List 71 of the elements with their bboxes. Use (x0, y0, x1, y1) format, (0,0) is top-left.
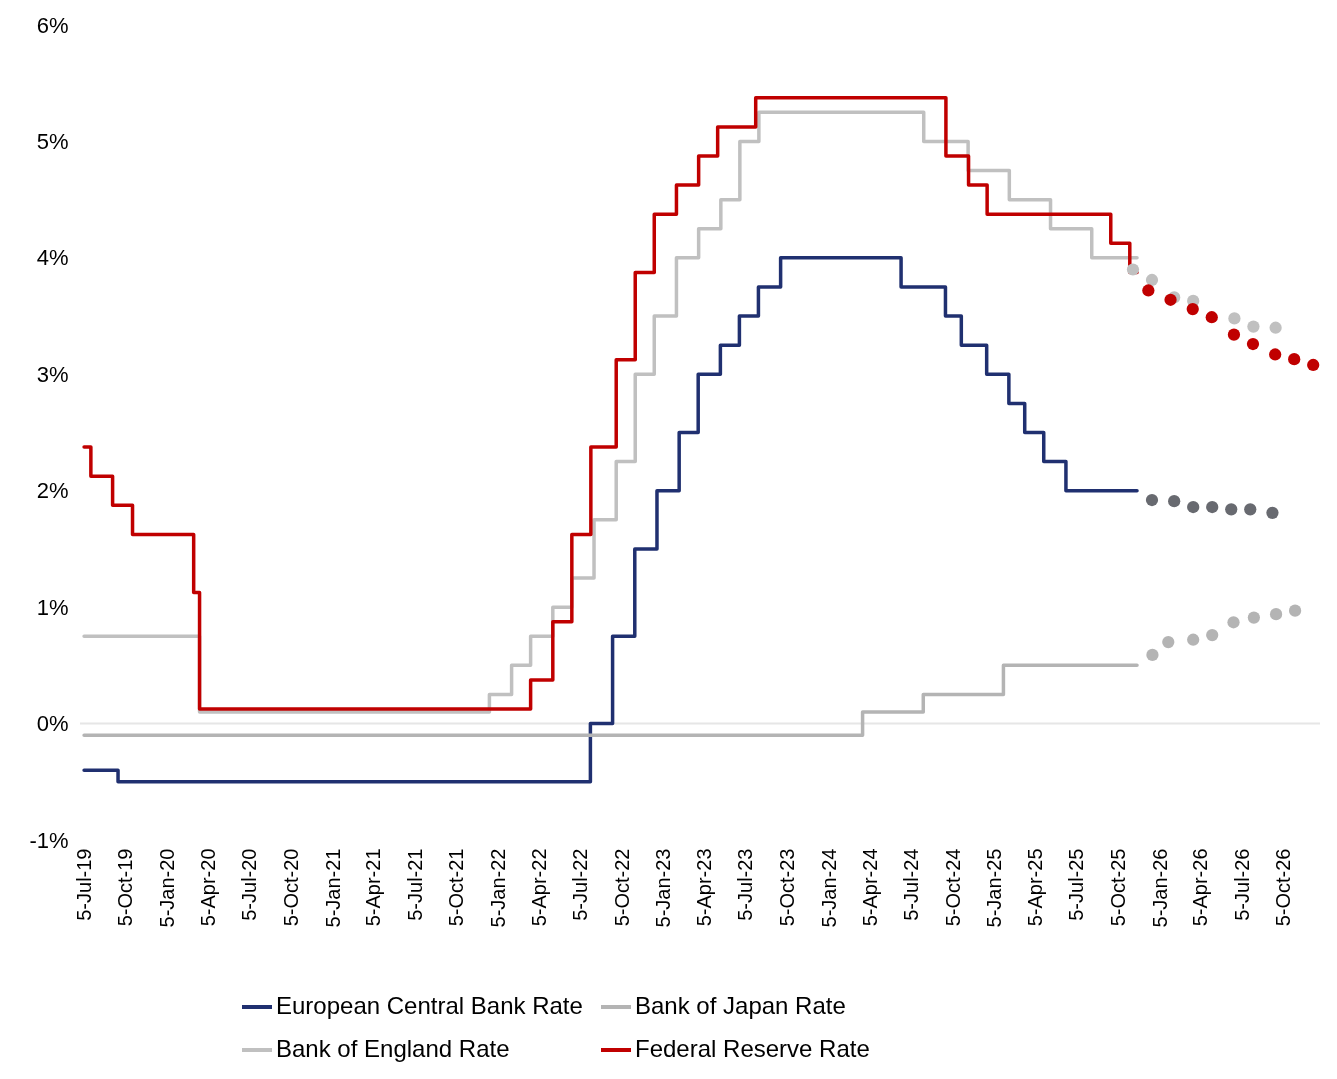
x-tick-label: 5-Jan-21 (321, 848, 344, 928)
point (1145, 493, 1159, 507)
x-tick-label: 5-Jan-20 (155, 848, 178, 928)
y-tick-label: -1% (29, 827, 69, 853)
point (1225, 503, 1238, 516)
x-tick-label: 5-Oct-24 (941, 848, 964, 927)
point (1247, 611, 1260, 624)
x-tick-label: 5-Jan-24 (817, 848, 840, 928)
x-tick-label: 5-Jul-19 (72, 848, 95, 921)
y-tick-label: 2% (36, 478, 69, 504)
x-tick-label: 5-Oct-23 (775, 848, 798, 927)
x-tick-label: 5-Oct-25 (1106, 848, 1129, 927)
point (1269, 321, 1282, 334)
x-tick-label: 5-Oct-19 (114, 848, 137, 927)
x-tick-label: 5-Apr-20 (197, 848, 220, 927)
point (1126, 263, 1140, 276)
point (1227, 616, 1240, 629)
x-tick-label: 5-Jan-26 (1148, 848, 1171, 928)
x-tick-label: 5-Jul-24 (900, 848, 922, 921)
legend-label: European Central Bank Rate (276, 992, 583, 1019)
point (1288, 353, 1301, 366)
legend-label: Bank of Japan Rate (635, 992, 846, 1019)
x-tick-label: 5-Apr-23 (693, 848, 716, 927)
x-tick-label: 5-Oct-21 (445, 848, 468, 927)
point (1228, 312, 1241, 325)
point (1307, 358, 1320, 372)
x-tick-label: 5-Jul-21 (403, 848, 426, 921)
y-tick-label: 1% (36, 594, 69, 620)
legend-label: Bank of England Rate (276, 1035, 510, 1062)
x-tick-label: 5-Apr-26 (1189, 848, 1212, 927)
y-tick-label: 6% (36, 12, 69, 38)
point (1288, 604, 1302, 617)
point (1269, 608, 1283, 621)
x-tick-label: 5-Apr-22 (527, 848, 550, 927)
point (1206, 500, 1219, 514)
point (1186, 302, 1199, 316)
point (1205, 311, 1218, 324)
legend-label: Federal Reserve Rate (635, 1035, 870, 1062)
x-tick-label: 5-Jul-22 (568, 848, 591, 921)
x-tick-label: 5-Apr-25 (1024, 848, 1047, 927)
x-tick-label: 5-Jan-25 (983, 848, 1006, 928)
x-tick-label: 5-Oct-22 (610, 848, 633, 927)
x-tick-label: 5-Apr-24 (858, 848, 881, 927)
point (1266, 506, 1279, 519)
point (1162, 635, 1175, 649)
y-tick-label: 3% (36, 361, 69, 387)
x-tick-label: 5-Jul-23 (734, 848, 757, 921)
point (1244, 503, 1257, 516)
point (1247, 320, 1260, 333)
x-tick-label: 5-Jan-22 (486, 848, 509, 928)
x-tick-label: 5-Oct-20 (280, 848, 302, 927)
y-tick-label: 5% (36, 128, 69, 154)
x-tick-label: 5-Apr-21 (362, 848, 385, 927)
point (1164, 293, 1177, 306)
point (1206, 628, 1219, 642)
x-tick-label: 5-Jan-23 (652, 848, 675, 928)
point (1187, 500, 1200, 514)
x-tick-label: 5-Jul-20 (238, 848, 261, 921)
point (1145, 273, 1159, 287)
point (1168, 495, 1181, 508)
x-tick-label: 5-Jul-26 (1230, 848, 1253, 921)
x-tick-label: 5-Oct-26 (1272, 848, 1295, 927)
point (1269, 348, 1282, 361)
point (1142, 284, 1155, 297)
y-tick-label: 0% (36, 711, 69, 737)
point (1187, 633, 1200, 646)
point (1146, 648, 1159, 661)
point (1246, 337, 1260, 351)
point (1227, 328, 1241, 341)
y-tick-label: 4% (36, 245, 69, 271)
x-tick-label: 5-Jul-25 (1065, 848, 1088, 921)
